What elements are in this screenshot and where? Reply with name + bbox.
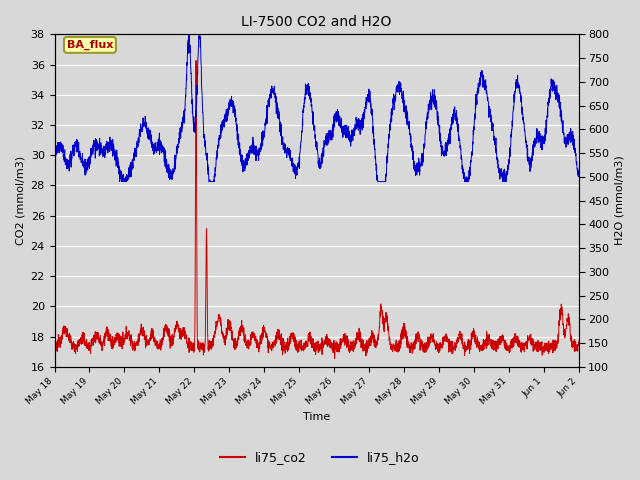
li75_h2o <box>116 179 124 184</box>
Text: BA_flux: BA_flux <box>67 40 113 50</box>
Legend: li75_co2, li75_h2o: li75_co2, li75_h2o <box>215 446 425 469</box>
li75_co2 <box>575 338 582 344</box>
Y-axis label: CO2 (mmol/m3): CO2 (mmol/m3) <box>15 156 25 245</box>
Line: li75_co2: li75_co2 <box>54 60 579 359</box>
li75_h2o <box>252 147 260 153</box>
li75_h2o <box>185 32 193 37</box>
Line: li75_h2o: li75_h2o <box>54 35 579 181</box>
Title: LI-7500 CO2 and H2O: LI-7500 CO2 and H2O <box>241 15 392 29</box>
li75_h2o <box>111 151 118 156</box>
li75_h2o <box>141 122 149 128</box>
li75_h2o <box>508 118 516 124</box>
X-axis label: Time: Time <box>303 412 330 422</box>
li75_co2 <box>51 345 58 350</box>
li75_h2o <box>575 170 582 176</box>
li75_co2 <box>275 334 282 339</box>
li75_h2o <box>564 131 572 137</box>
Y-axis label: H2O (mmol/m3): H2O (mmol/m3) <box>615 156 625 245</box>
li75_co2 <box>564 322 572 328</box>
li75_co2 <box>192 58 200 63</box>
li75_co2 <box>331 356 339 361</box>
li75_h2o <box>275 110 282 116</box>
li75_co2 <box>111 342 118 348</box>
li75_co2 <box>141 339 149 345</box>
li75_co2 <box>508 345 516 351</box>
li75_h2o <box>51 153 58 159</box>
li75_co2 <box>252 334 259 339</box>
